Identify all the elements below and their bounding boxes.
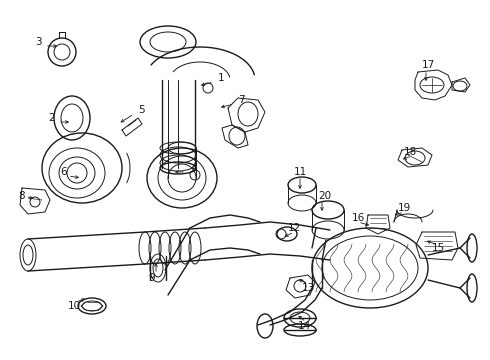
- Text: 9: 9: [148, 273, 155, 283]
- Text: 11: 11: [294, 167, 307, 177]
- Text: 6: 6: [60, 167, 67, 177]
- Text: 4: 4: [190, 163, 196, 173]
- Text: 15: 15: [432, 243, 445, 253]
- Text: 3: 3: [35, 37, 42, 47]
- Text: 10: 10: [68, 301, 81, 311]
- Text: 14: 14: [298, 321, 311, 331]
- Text: 19: 19: [398, 203, 411, 213]
- Text: 16: 16: [352, 213, 365, 223]
- Text: 13: 13: [302, 283, 315, 293]
- Text: 7: 7: [238, 95, 245, 105]
- Text: 20: 20: [318, 191, 331, 201]
- Text: 12: 12: [288, 223, 301, 233]
- Text: 2: 2: [48, 113, 54, 123]
- Text: 18: 18: [404, 147, 417, 157]
- Text: 1: 1: [218, 73, 224, 83]
- Text: 5: 5: [138, 105, 145, 115]
- Text: 8: 8: [18, 191, 24, 201]
- Text: 17: 17: [422, 60, 435, 70]
